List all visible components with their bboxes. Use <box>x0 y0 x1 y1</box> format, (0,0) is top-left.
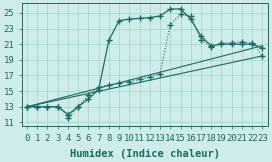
X-axis label: Humidex (Indice chaleur): Humidex (Indice chaleur) <box>70 149 220 159</box>
